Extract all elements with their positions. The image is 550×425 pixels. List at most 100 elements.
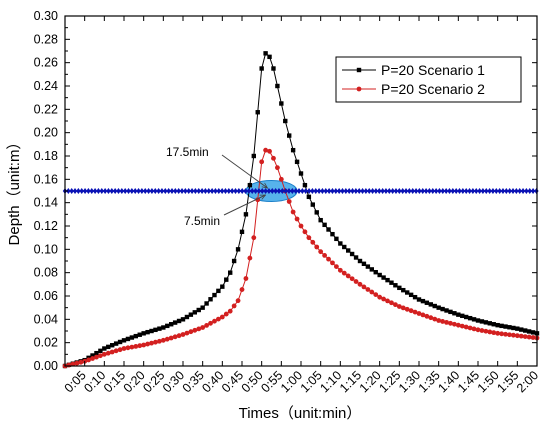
series-2	[62, 147, 540, 369]
data-point	[518, 333, 524, 339]
data-point	[487, 329, 493, 335]
data-point	[385, 298, 390, 304]
data-point	[480, 188, 486, 194]
data-point	[259, 66, 264, 71]
data-point	[113, 348, 119, 354]
data-point	[293, 188, 298, 194]
data-point	[464, 188, 469, 194]
data-point	[314, 210, 319, 215]
data-point	[383, 188, 389, 194]
data-point	[455, 322, 461, 328]
data-point	[373, 270, 378, 275]
data-point	[410, 188, 415, 194]
data-point	[530, 335, 536, 340]
data-point	[243, 212, 249, 217]
data-point	[494, 188, 499, 194]
data-point	[440, 319, 445, 324]
data-point	[267, 54, 272, 60]
data-point	[125, 336, 131, 342]
data-point	[448, 320, 453, 326]
data-point	[408, 292, 414, 298]
data-point	[153, 339, 158, 345]
data-point	[82, 188, 88, 194]
data-point	[69, 188, 74, 194]
data-point	[119, 188, 125, 194]
data-point	[86, 357, 91, 363]
data-point	[413, 188, 419, 194]
data-point	[199, 188, 205, 194]
data-point	[212, 318, 217, 324]
data-point	[380, 188, 385, 194]
data-point	[159, 188, 165, 194]
data-point	[440, 188, 445, 194]
data-point	[397, 188, 402, 194]
data-point	[243, 188, 248, 194]
data-point	[526, 334, 532, 340]
annotation-label: 17.5min	[166, 145, 209, 159]
data-point	[251, 153, 256, 159]
data-point	[204, 323, 210, 328]
data-point	[157, 338, 162, 344]
data-point	[370, 188, 375, 194]
data-point	[377, 272, 382, 278]
data-point	[432, 316, 438, 322]
annotation-label: 7.5min	[184, 214, 220, 228]
data-point	[500, 188, 506, 194]
data-point	[298, 223, 304, 229]
data-point	[176, 188, 181, 194]
data-point	[220, 284, 225, 289]
data-point	[373, 292, 379, 297]
data-point	[247, 182, 253, 188]
data-point	[200, 325, 206, 330]
data-point	[219, 188, 225, 194]
data-point	[526, 329, 532, 334]
data-point	[253, 188, 258, 194]
data-point	[153, 327, 158, 333]
data-point	[444, 319, 449, 325]
data-point	[393, 302, 398, 308]
data-point	[499, 323, 504, 329]
data-point	[507, 188, 512, 194]
data-point	[275, 83, 280, 89]
data-point	[153, 188, 158, 194]
data-point	[193, 188, 198, 194]
data-point	[475, 327, 481, 333]
data-point	[373, 188, 379, 194]
data-point	[246, 188, 252, 194]
data-point	[99, 188, 104, 194]
data-point	[208, 297, 213, 302]
data-point	[286, 199, 292, 204]
data-point	[443, 188, 449, 194]
y-tick-label: 0.12	[34, 219, 58, 233]
data-point	[491, 330, 497, 336]
data-point	[188, 329, 194, 335]
data-point	[102, 346, 107, 351]
legend: P=20 Scenario 1 P=20 Scenario 2	[335, 56, 522, 103]
y-tick-label: 0.30	[34, 9, 58, 23]
data-point	[126, 188, 131, 194]
data-point	[129, 344, 135, 350]
data-point	[239, 287, 245, 292]
data-point	[464, 314, 469, 320]
data-point	[121, 346, 127, 351]
data-point	[453, 188, 459, 194]
data-point	[300, 188, 305, 194]
data-point	[239, 229, 245, 235]
data-point	[527, 188, 532, 194]
data-point	[514, 333, 520, 339]
data-point	[416, 297, 422, 302]
data-point	[145, 341, 151, 347]
data-point	[450, 188, 456, 194]
data-point	[227, 308, 233, 314]
data-point	[137, 343, 143, 349]
data-point	[313, 188, 318, 194]
data-point	[94, 350, 99, 356]
data-point	[310, 188, 315, 194]
data-point	[432, 303, 437, 309]
data-point	[146, 188, 151, 194]
data-point	[79, 188, 84, 194]
data-point	[287, 133, 292, 138]
series-line	[64, 149, 538, 367]
data-point	[487, 321, 492, 326]
